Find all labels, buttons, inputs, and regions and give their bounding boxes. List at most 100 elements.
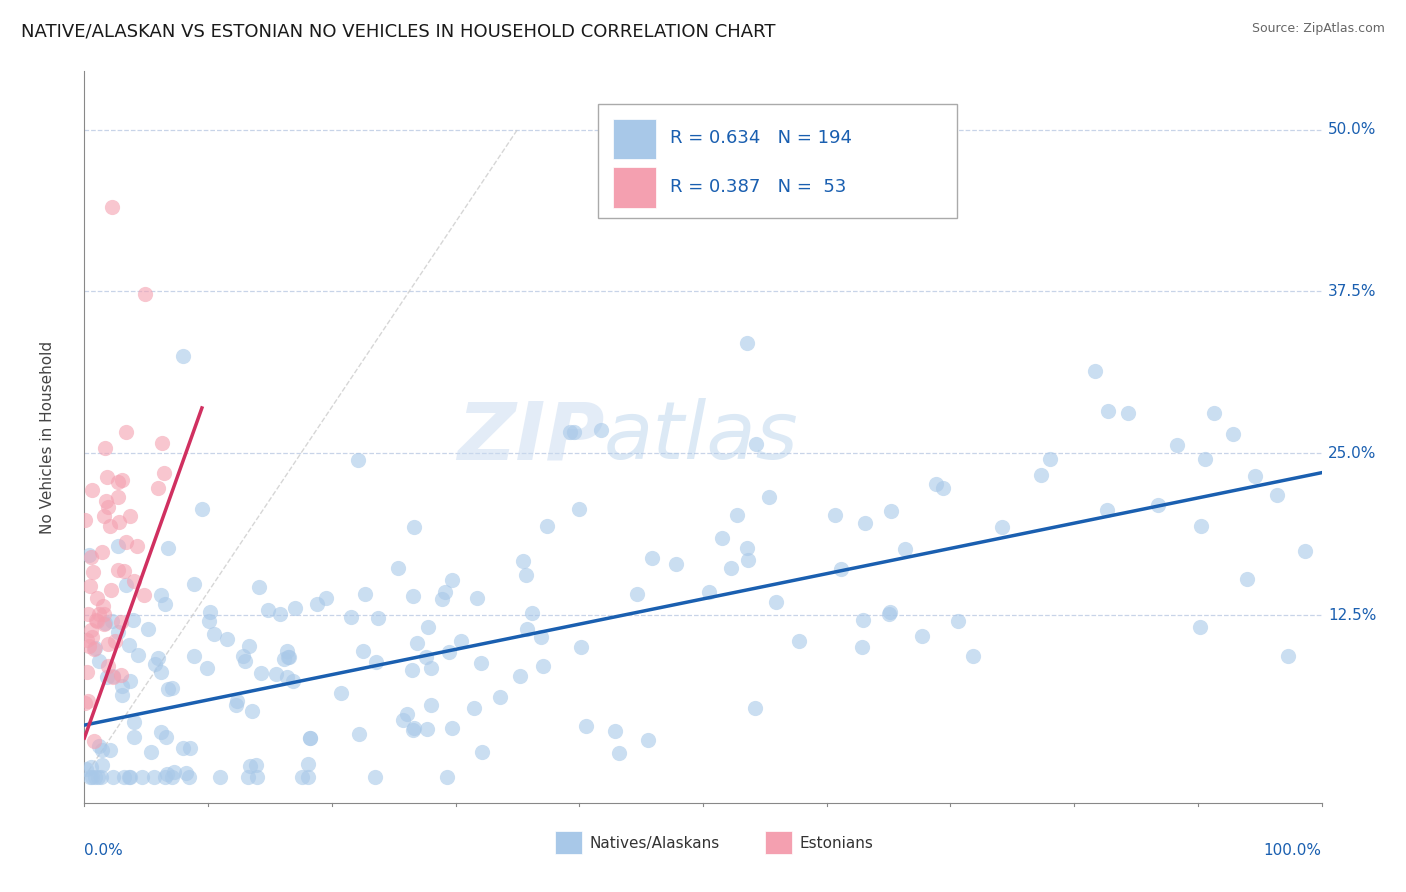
Bar xyxy=(613,168,657,208)
Point xyxy=(163,764,186,779)
Point xyxy=(146,481,169,495)
Point xyxy=(112,770,135,784)
Point xyxy=(851,640,873,654)
Point xyxy=(434,585,457,599)
Point xyxy=(416,620,439,634)
Point xyxy=(101,614,124,628)
Point xyxy=(419,661,441,675)
Point xyxy=(737,553,759,567)
Point xyxy=(626,587,648,601)
Point xyxy=(1084,364,1107,378)
Point xyxy=(146,651,169,665)
Text: 50.0%: 50.0% xyxy=(1327,122,1376,137)
Point xyxy=(82,770,104,784)
Point xyxy=(101,770,124,784)
Text: R = 0.634   N = 194: R = 0.634 N = 194 xyxy=(669,129,852,147)
Point xyxy=(183,649,205,664)
Point xyxy=(1039,452,1062,467)
Point xyxy=(233,654,256,668)
Point xyxy=(118,673,141,688)
Point xyxy=(697,585,720,599)
Point xyxy=(98,519,121,533)
Point xyxy=(80,483,103,498)
Point xyxy=(641,551,664,566)
Point xyxy=(111,473,134,487)
Point xyxy=(562,425,585,439)
Point xyxy=(1116,406,1139,420)
Point xyxy=(107,540,129,554)
Point xyxy=(156,681,179,696)
Point xyxy=(107,562,129,576)
Point xyxy=(114,535,136,549)
Point xyxy=(710,531,733,545)
Point xyxy=(471,745,494,759)
Point xyxy=(824,508,846,523)
Point xyxy=(98,743,121,757)
Point xyxy=(745,437,768,451)
Point xyxy=(118,638,141,652)
Text: ZIP: ZIP xyxy=(457,398,605,476)
Point xyxy=(83,642,105,657)
Point xyxy=(725,508,748,522)
Point xyxy=(1277,649,1299,664)
Text: No Vehicles in Household: No Vehicles in Household xyxy=(39,341,55,533)
Point xyxy=(94,442,117,456)
Point xyxy=(439,645,461,659)
Point xyxy=(758,490,780,504)
Point xyxy=(87,654,110,668)
Point xyxy=(467,591,489,606)
Point xyxy=(405,636,427,650)
Point xyxy=(509,669,531,683)
Point xyxy=(191,501,214,516)
Point xyxy=(415,650,437,665)
Point xyxy=(589,423,612,437)
Point xyxy=(340,609,363,624)
Text: 0.0%: 0.0% xyxy=(84,843,124,858)
Point xyxy=(152,466,174,480)
Point xyxy=(277,649,299,664)
Text: atlas: atlas xyxy=(605,398,799,476)
Point xyxy=(75,762,97,776)
Point xyxy=(879,607,901,622)
Point xyxy=(112,565,135,579)
Point xyxy=(463,701,485,715)
Point xyxy=(91,599,114,614)
Text: NATIVE/ALASKAN VS ESTONIAN NO VEHICLES IN HOUSEHOLD CORRELATION CHART: NATIVE/ALASKAN VS ESTONIAN NO VEHICLES I… xyxy=(21,22,776,40)
Point xyxy=(276,670,298,684)
Point xyxy=(281,674,304,689)
Point xyxy=(991,520,1014,534)
Point xyxy=(132,588,155,602)
Point xyxy=(879,605,901,619)
Point xyxy=(118,770,141,784)
Point xyxy=(830,562,852,576)
Point xyxy=(143,770,166,784)
Point xyxy=(97,659,120,673)
Point xyxy=(315,591,337,606)
Point xyxy=(567,501,589,516)
Point xyxy=(404,520,426,534)
Point xyxy=(603,724,626,739)
Point xyxy=(893,541,915,556)
Point xyxy=(149,588,172,602)
Point xyxy=(107,475,129,489)
Point xyxy=(134,287,156,301)
Point xyxy=(516,622,538,636)
Point xyxy=(153,597,176,611)
Point xyxy=(441,573,464,587)
Point xyxy=(76,607,98,621)
Point xyxy=(402,721,425,735)
Point xyxy=(1222,427,1244,442)
Point xyxy=(122,730,145,744)
Point xyxy=(489,690,512,704)
Point xyxy=(735,336,758,351)
Point xyxy=(86,615,108,629)
Point xyxy=(115,425,138,439)
Point xyxy=(111,688,134,702)
FancyBboxPatch shape xyxy=(598,104,956,218)
Point xyxy=(79,579,101,593)
Point xyxy=(83,734,105,748)
Point xyxy=(150,435,173,450)
Point xyxy=(530,630,553,644)
Point xyxy=(305,597,328,611)
Point xyxy=(156,767,179,781)
